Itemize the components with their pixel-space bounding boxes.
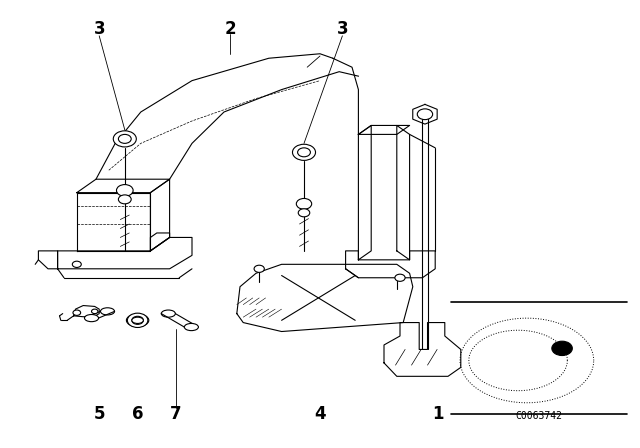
Circle shape xyxy=(127,313,148,327)
Ellipse shape xyxy=(84,314,99,322)
Circle shape xyxy=(254,265,264,272)
Ellipse shape xyxy=(184,323,198,331)
Text: 2: 2 xyxy=(225,20,236,38)
Circle shape xyxy=(298,209,310,217)
Text: 3: 3 xyxy=(337,20,348,38)
Circle shape xyxy=(92,309,98,314)
Ellipse shape xyxy=(161,310,175,317)
Circle shape xyxy=(132,316,143,324)
Ellipse shape xyxy=(127,314,148,327)
Circle shape xyxy=(417,109,433,120)
Text: 6: 6 xyxy=(132,405,143,423)
Text: 3: 3 xyxy=(93,20,105,38)
Circle shape xyxy=(552,341,572,356)
Circle shape xyxy=(292,144,316,160)
Circle shape xyxy=(118,195,131,204)
Text: 5: 5 xyxy=(93,405,105,423)
Circle shape xyxy=(72,261,81,267)
Circle shape xyxy=(73,310,81,315)
Circle shape xyxy=(395,274,405,281)
Circle shape xyxy=(113,131,136,147)
Circle shape xyxy=(296,198,312,209)
Circle shape xyxy=(118,134,131,143)
Text: 4: 4 xyxy=(314,405,326,423)
Ellipse shape xyxy=(100,308,115,315)
Ellipse shape xyxy=(132,317,143,323)
Circle shape xyxy=(116,185,133,196)
Text: C0063742: C0063742 xyxy=(516,411,563,421)
Text: 1: 1 xyxy=(433,405,444,423)
Text: 7: 7 xyxy=(170,405,182,423)
Circle shape xyxy=(298,148,310,157)
